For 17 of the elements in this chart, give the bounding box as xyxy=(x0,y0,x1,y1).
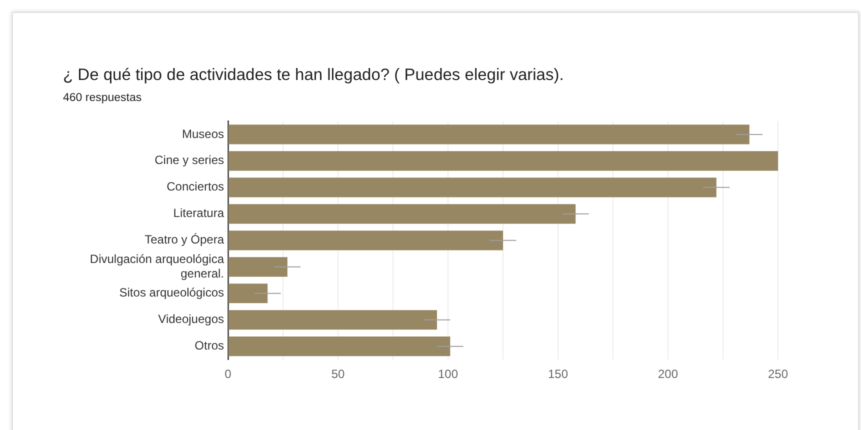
x-tick-label: 150 xyxy=(548,367,568,382)
x-tick-label: 200 xyxy=(658,367,678,382)
y-tick-label: Cine y series xyxy=(154,153,224,168)
y-tick-label: Museos xyxy=(182,126,224,141)
x-tick-label: 0 xyxy=(224,367,232,382)
y-tick-label: Videojuegos xyxy=(158,312,224,326)
text: 460 respuestas xyxy=(63,92,142,104)
y-tick-label: Teatro y Ópera xyxy=(144,232,224,247)
x-tick-label: 100 xyxy=(438,367,458,382)
x-tick-label: 250 xyxy=(768,367,788,382)
y-tick-label: Otros xyxy=(194,338,224,353)
x-tick-label: 50 xyxy=(331,367,345,382)
y-tick-label: Literatura xyxy=(173,206,224,220)
y-tick-label: Sitos arqueológicos xyxy=(119,286,224,300)
chart-title: ¿ De qué tipo de actividades te han llegado? ( Puedes elegir varias). xyxy=(63,66,564,85)
y-tick-label: Divulgación arqueológica general. xyxy=(90,252,224,280)
y-tick-label: Conciertos xyxy=(166,180,224,194)
